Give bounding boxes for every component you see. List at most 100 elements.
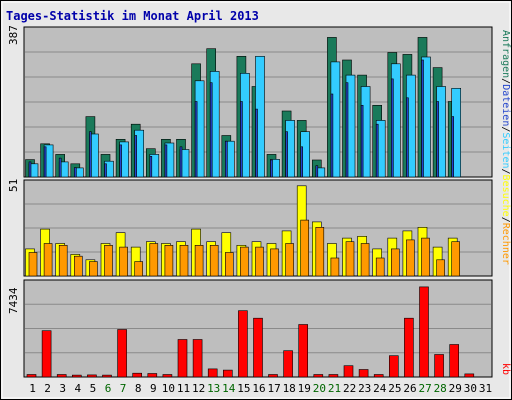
bar-dateien-10 <box>164 144 168 178</box>
bar-kb-1 <box>26 374 37 378</box>
bar-kb-23 <box>358 369 369 378</box>
bar-kb-16 <box>253 317 263 378</box>
bar-kb-9 <box>147 373 158 378</box>
x-tick-10: 10 <box>162 382 175 395</box>
bar-kb-25 <box>388 355 399 378</box>
bar-kb-22 <box>343 365 354 378</box>
bar-dateien-3 <box>58 157 62 178</box>
bar-rechner-15 <box>240 246 249 277</box>
bar-rechner-4 <box>74 255 83 277</box>
bar-dateien-22 <box>345 82 349 178</box>
bar-dateien-20 <box>315 165 319 178</box>
bar-rechner-10 <box>164 245 174 277</box>
x-tick-labels: 1 2 3 4 5 6 7 8 9 10 11 12 13 14 15 16 17 18 19 20 21 22 23 24 2… <box>29 382 492 395</box>
bar-dateien-5 <box>89 131 92 178</box>
right-legend-top-text: Anfragen/Dateien/Seiten/Besuche/Rechner <box>500 30 511 265</box>
bar-kb-7 <box>117 329 127 378</box>
bar-dateien-26 <box>406 97 409 178</box>
x-tick-15: 15 <box>237 382 250 395</box>
x-tick-19: 19 <box>298 382 311 395</box>
bar-rechner-22 <box>345 241 355 277</box>
bar-kb-2 <box>41 330 52 378</box>
bar-rechner-3 <box>58 245 68 277</box>
bar-kb-19 <box>298 324 309 378</box>
bar-dateien-11 <box>179 146 183 178</box>
x-tick-1: 1 <box>29 382 36 395</box>
legend-sep-4: / <box>500 217 511 223</box>
bar-rechner-28 <box>436 259 445 277</box>
bar-kb-29 <box>449 344 460 378</box>
bar-dateien-27 <box>421 59 424 178</box>
bar-dateien-23 <box>360 105 364 178</box>
bar-rechner-1 <box>28 252 38 277</box>
bar-kb-24 <box>373 374 384 378</box>
x-tick-30: 30 <box>464 382 477 395</box>
bar-dateien-28 <box>436 101 439 178</box>
bar-rechner-23 <box>360 243 370 277</box>
bar-kb-13 <box>207 368 218 378</box>
bar-kb-12 <box>192 339 203 378</box>
x-tick-23: 23 <box>358 382 371 395</box>
bar-rechner-29 <box>451 241 461 277</box>
bar-kb-11 <box>177 339 188 378</box>
bar-dateien-29 <box>451 116 455 178</box>
legend-anfragen: Anfragen <box>500 30 511 78</box>
legend-seiten: Seiten <box>500 132 511 168</box>
right-legend-top: Anfragen/Dateien/Seiten/Besuche/Rechner <box>500 30 511 265</box>
bar-rechner-8 <box>134 261 143 277</box>
x-tick-3: 3 <box>59 382 66 395</box>
x-tick-7: 7 <box>120 382 127 395</box>
x-tick-20: 20 <box>313 382 326 395</box>
bar-kb-18 <box>283 350 293 378</box>
chart-title: Tages-Statistik im Monat April 2013 <box>6 9 259 23</box>
legend-sep-1: / <box>500 78 511 84</box>
bar-kb-28 <box>434 354 444 378</box>
legend-besuche: Besuche <box>500 175 511 217</box>
bar-dateien-17 <box>270 159 273 178</box>
bar-rechner-18 <box>285 243 294 277</box>
bar-rechner-21 <box>330 257 340 277</box>
bars <box>25 37 475 378</box>
bar-kb-14 <box>223 369 233 378</box>
bar-kb-27 <box>419 286 429 378</box>
x-tick-29: 29 <box>449 382 462 395</box>
right-legend-bottom: kb <box>500 363 511 375</box>
bar-rechner-14 <box>225 252 234 277</box>
bar-rechner-12 <box>194 245 204 277</box>
bar-rechner-25 <box>390 248 400 277</box>
x-tick-6: 6 <box>105 382 112 395</box>
bar-rechner-20 <box>315 227 325 277</box>
bar-kb-10 <box>162 374 173 378</box>
x-tick-22: 22 <box>343 382 356 395</box>
x-tick-4: 4 <box>74 382 81 395</box>
legend-sep-2: / <box>500 126 511 132</box>
bar-rechner-16 <box>255 246 264 277</box>
bar-dateien-19 <box>300 146 304 178</box>
bar-dateien-7 <box>119 144 122 178</box>
x-tick-26: 26 <box>403 382 416 395</box>
bar-kb-30 <box>464 373 475 378</box>
bar-kb-26 <box>404 317 414 378</box>
bar-dateien-16 <box>255 108 258 178</box>
bar-kb-5 <box>87 374 97 378</box>
visits-ymax-label: 51 <box>7 179 20 192</box>
bar-rechner-13 <box>209 245 219 277</box>
x-tick-13: 13 <box>207 382 220 395</box>
bar-dateien-24 <box>375 123 379 178</box>
bar-dateien-4 <box>74 167 77 178</box>
bar-rechner-27 <box>421 237 430 277</box>
legend-sep-3: / <box>500 169 511 175</box>
bar-dateien-12 <box>194 101 198 178</box>
bar-kb-17 <box>268 374 278 378</box>
bar-kb-4 <box>72 374 82 378</box>
x-tick-11: 11 <box>177 382 190 395</box>
x-tick-31: 31 <box>479 382 492 395</box>
bar-rechner-26 <box>406 239 415 277</box>
bar-kb-21 <box>328 374 339 378</box>
kb-ymax-label: 7434 <box>7 287 20 314</box>
bar-kb-3 <box>56 374 67 378</box>
bar-kb-20 <box>313 374 324 378</box>
x-tick-5: 5 <box>90 382 97 395</box>
bar-dateien-15 <box>240 101 243 178</box>
